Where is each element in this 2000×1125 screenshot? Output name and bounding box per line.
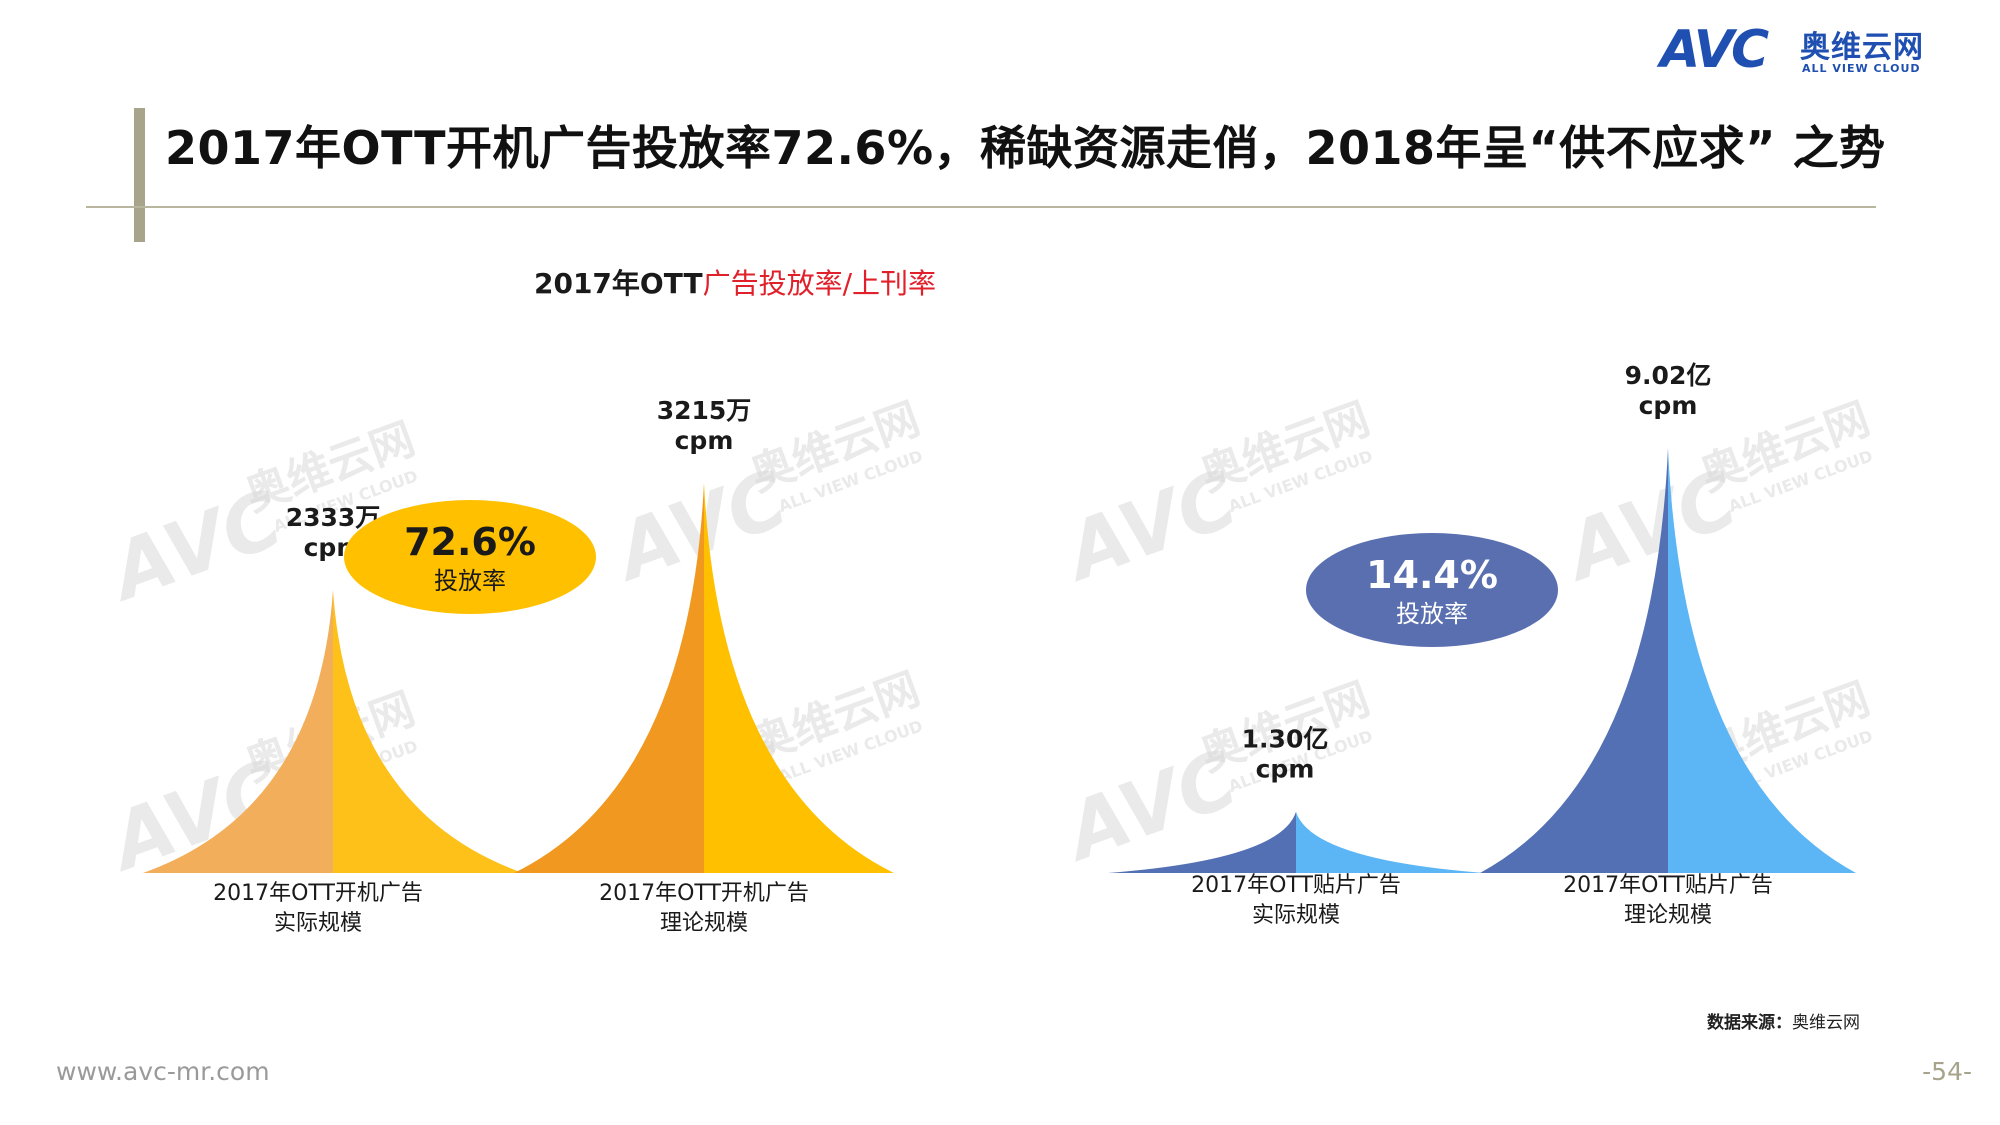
peak-right-half [1296, 811, 1484, 873]
peak-left-half [1108, 811, 1296, 873]
peak-unit-label: cpm [1639, 391, 1698, 420]
peak-right-half [333, 589, 523, 873]
site-url[interactable]: www.avc-mr.com [56, 1057, 270, 1086]
brand-logo: AVC 奥维云网 ALL VIEW CLOUD [1660, 20, 1980, 80]
rate-label: 投放率 [434, 567, 506, 595]
rate-bubble [344, 500, 596, 614]
peak-unit-label: cpm [1256, 755, 1315, 784]
category-label: 理论规模 [1624, 903, 1712, 928]
data-source: 数据来源：奥维云网 [1707, 1008, 1860, 1033]
logo-english-name: ALL VIEW CLOUD [1802, 62, 1921, 75]
title-divider [86, 206, 1876, 208]
peak-left-half [1480, 448, 1668, 873]
title-accent-bar [134, 108, 145, 242]
category-label: 2017年OTT贴片广告 [1191, 873, 1401, 898]
peak-value-label: 3215万 [657, 396, 752, 425]
peak-value-label: 1.30亿 [1242, 725, 1329, 754]
chart-title-metric: 广告投放率/上刊率 [702, 267, 936, 300]
category-label: 实际规模 [274, 911, 362, 936]
chart-title: 2017年OTT广告投放率/上刊率 [0, 262, 1470, 302]
peak-value-label: 9.02亿 [1625, 361, 1712, 390]
peak-right-half [704, 483, 894, 873]
peak-left-half [514, 483, 704, 873]
page-number: -54- [1922, 1057, 1972, 1086]
category-label: 2017年OTT开机广告 [599, 881, 809, 906]
rate-value: 14.4% [1366, 553, 1498, 597]
rate-bubble [1306, 533, 1558, 647]
logo-chinese-name: 奥维云网 [1800, 30, 1924, 65]
category-label: 2017年OTT贴片广告 [1563, 873, 1773, 898]
peak-chart: 1.30亿cpm2017年OTT贴片广告实际规模9.02亿cpm2017年OTT… [1108, 361, 1856, 928]
category-label: 实际规模 [1252, 903, 1340, 928]
peak-chart: 2333万cpm2017年OTT开机广告实际规模3215万cpm2017年OTT… [143, 396, 894, 936]
page-title: 2017年OTT开机广告投放率72.6%，稀缺资源走俏，2018年呈“供不应求”… [165, 121, 1886, 175]
source-value: 奥维云网 [1792, 1013, 1860, 1033]
logo-mark: AVC [1660, 20, 1769, 80]
chart-layer: 2333万cpm2017年OTT开机广告实际规模3215万cpm2017年OTT… [143, 361, 1856, 936]
peak-right-half [1668, 448, 1856, 873]
peak-left-half [143, 589, 333, 873]
chart-title-prefix: 2017年OTT [533, 267, 703, 300]
category-label: 2017年OTT开机广告 [213, 881, 423, 906]
source-label: 数据来源： [1707, 1013, 1792, 1033]
category-label: 理论规模 [660, 911, 748, 936]
rate-value: 72.6% [404, 520, 536, 564]
peak-unit-label: cpm [675, 426, 734, 455]
rate-label: 投放率 [1396, 600, 1468, 628]
